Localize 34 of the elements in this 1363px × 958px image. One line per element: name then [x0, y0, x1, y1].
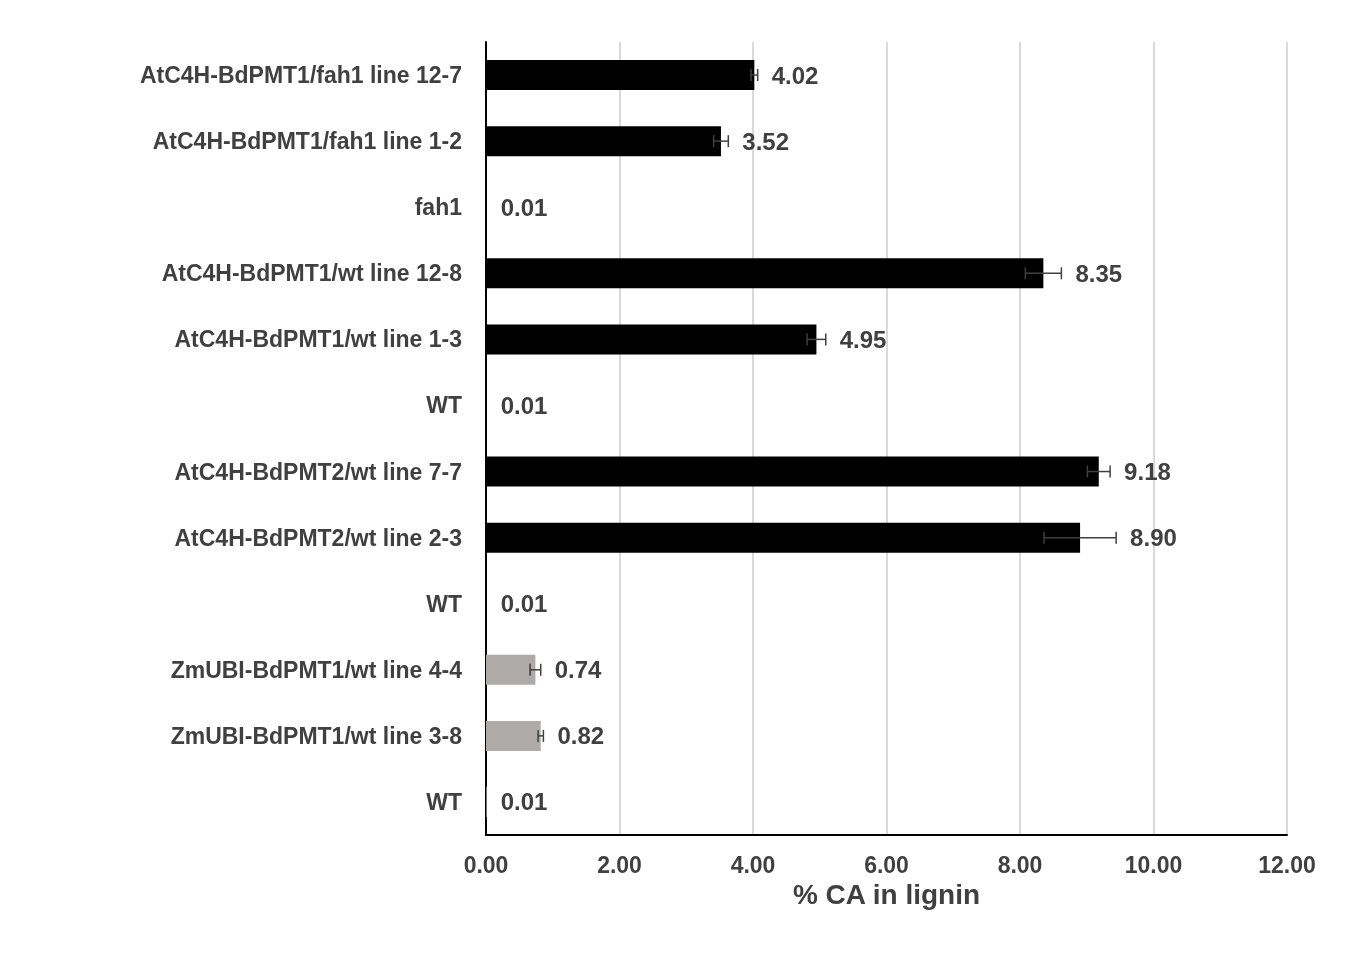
data-label: 4.95	[839, 325, 887, 353]
x-tick-label: 0.00	[463, 851, 509, 878]
bar	[486, 654, 536, 685]
y-tick-label: WT	[426, 590, 462, 617]
data-label: 8.90	[1130, 524, 1177, 552]
data-label: 0.01	[500, 193, 548, 221]
y-tick-label: AtC4H-BdPMT1/fah1 line 1-2	[152, 128, 462, 155]
data-label: 0.82	[557, 722, 605, 750]
y-tick-label: AtC4H-BdPMT2/wt line 2-3	[174, 524, 462, 551]
y-tick-label: AtC4H-BdPMT1/wt line 1-3	[174, 326, 462, 353]
data-label: 0.01	[500, 788, 548, 816]
x-tick-label: 2.00	[597, 851, 642, 878]
x-tick-label: 8.00	[997, 851, 1043, 878]
y-tick-label: AtC4H-BdPMT1/fah1 line 12-7	[139, 62, 462, 89]
data-label: 4.02	[771, 61, 819, 89]
data-label: 3.52	[742, 127, 790, 155]
x-tick-label: 12.00	[1258, 851, 1316, 878]
data-label: 0.01	[500, 391, 548, 419]
x-tick-label: 6.00	[864, 851, 909, 878]
y-tick-label: fah1	[414, 194, 463, 221]
x-tick-label: 4.00	[730, 851, 776, 878]
y-tick-label: ZmUBI-BdPMT1/wt line 3-8	[170, 722, 463, 749]
y-tick-label: WT	[426, 392, 462, 419]
bar	[486, 720, 541, 751]
data-label: 0.74	[554, 656, 603, 684]
data-label: 8.35	[1075, 259, 1123, 287]
data-label: 0.01	[500, 590, 548, 618]
data-label: 9.18	[1124, 458, 1171, 486]
x-tick-label: 10.00	[1124, 851, 1183, 878]
y-tick-label: AtC4H-BdPMT2/wt line 7-7	[174, 458, 462, 485]
x-axis-title: % CA in lignin	[792, 879, 981, 911]
y-tick-label: WT	[426, 788, 462, 815]
y-tick-label: AtC4H-BdPMT1/wt line 12-8	[161, 260, 463, 287]
y-tick-label: ZmUBI-BdPMT1/wt line 4-4	[170, 656, 463, 683]
